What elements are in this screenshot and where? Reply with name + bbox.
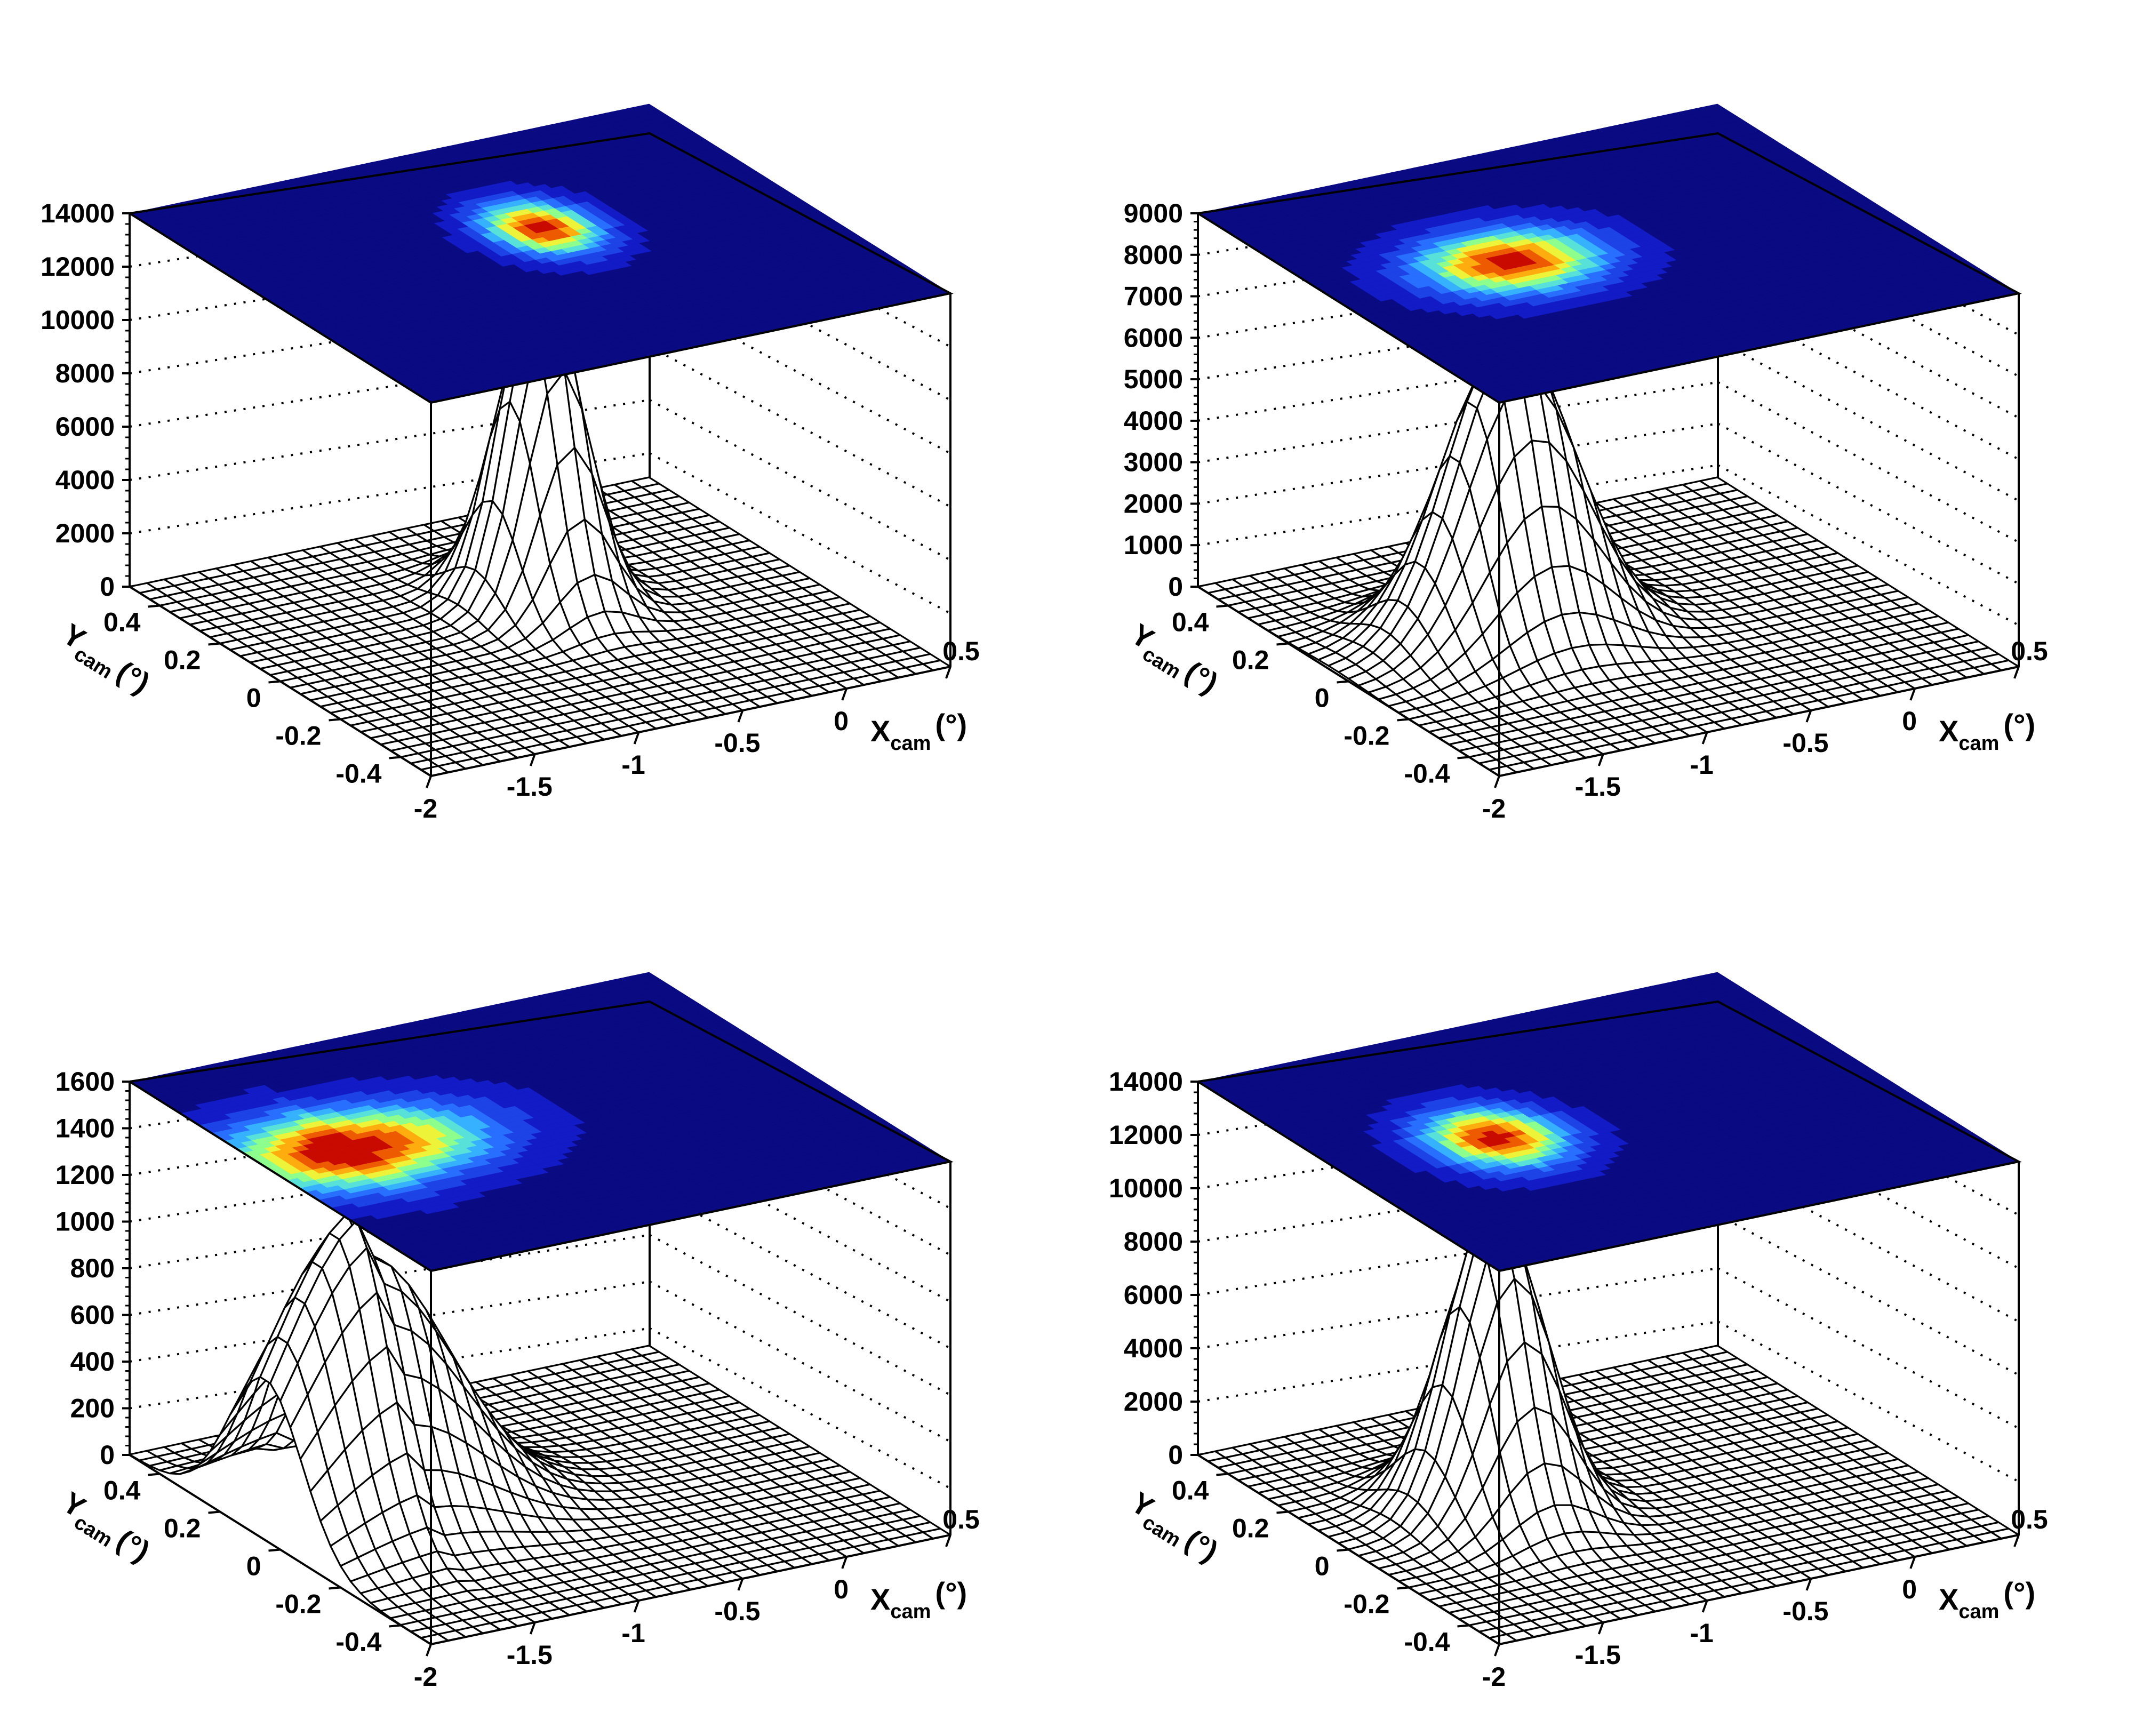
z-gridline xyxy=(649,346,951,508)
y-tick-label: 0.4 xyxy=(103,607,141,637)
z-gridline xyxy=(129,399,650,481)
z-tick-label: 5000 xyxy=(1124,364,1183,394)
z-tick-label: 8000 xyxy=(55,358,115,388)
x-tick-mark xyxy=(737,710,744,723)
x-tick-label: -0.5 xyxy=(714,728,760,758)
y-tick-mark xyxy=(268,680,281,684)
y-tick-mark xyxy=(389,756,401,759)
z-tick-label: 9000 xyxy=(1124,198,1183,228)
z-tick-label: 2000 xyxy=(55,518,115,548)
z-tick-label: 4000 xyxy=(1124,406,1183,436)
z-tick-label: 14000 xyxy=(41,198,115,228)
z-tick-label: 12000 xyxy=(41,252,115,282)
z-gridline xyxy=(1197,339,1718,422)
z-tick-label: 1000 xyxy=(1124,530,1183,560)
surface-mesh xyxy=(1197,337,2020,777)
x-axis-line xyxy=(1499,666,2019,777)
top-plane-outline xyxy=(126,132,954,404)
x-tick-label: 0.5 xyxy=(942,636,980,666)
z-tick-labels: 0 2000 4000 6000 8000 10000 12000 14000 xyxy=(41,198,115,602)
z-gridline xyxy=(129,452,650,534)
z-tick-label: 4000 xyxy=(55,465,115,495)
x-tick-label: 0 xyxy=(834,706,849,736)
z-tick-label: 0 xyxy=(100,572,115,602)
y-tick-mark xyxy=(208,642,220,646)
x-axis-title: Xcam(°) xyxy=(870,708,967,755)
x-tick-label: -1 xyxy=(621,750,645,780)
y-tick-label: 0.2 xyxy=(164,645,201,675)
x-axis-line xyxy=(430,666,951,777)
y-tick-mark xyxy=(329,718,341,722)
z-tick-label: 6000 xyxy=(55,412,115,442)
y-tick-mark xyxy=(148,604,160,608)
surface-plot-panel-2: 0100020003000400050006000700080009000-2-… xyxy=(1124,103,2048,823)
z-gridline xyxy=(1197,298,1718,381)
x-tick-mark xyxy=(426,775,432,788)
y-tick-label: 0 xyxy=(246,683,261,713)
z-gridline xyxy=(1197,257,1718,339)
x-tick-label: -1.5 xyxy=(507,772,553,802)
x-axis-title-unit: (°) xyxy=(935,708,967,741)
x-tick-mark xyxy=(633,732,640,745)
top-color-map xyxy=(1195,103,2022,404)
z-tick-label: 7000 xyxy=(1124,282,1183,311)
z-tick-label: 6000 xyxy=(1124,323,1183,353)
surface-plot-panel-1: 0 2000 4000 6000 8000 10000 12000 14000 -2 -1.5 -1… xyxy=(41,103,980,823)
x-tick-mark xyxy=(945,666,951,679)
z-tick-label: 8000 xyxy=(1124,240,1183,270)
z-tick-labels: 0 1000 2000 3000 4000 5000 6000 7000 8000 9000 xyxy=(1124,198,1183,602)
y-tick-label: -0.2 xyxy=(275,721,321,751)
x-axis-title-main: X xyxy=(870,714,890,748)
x-tick-mark xyxy=(529,754,536,766)
z-gridline xyxy=(129,239,650,321)
z-tick-label: 10000 xyxy=(41,305,115,335)
z-tick-label: 3000 xyxy=(1124,447,1183,477)
x-tick-label: -2 xyxy=(414,794,437,823)
top-color-map xyxy=(126,103,954,404)
x-axis-ticks: -2 -1.5 -1 -0.5 0 0.5 xyxy=(414,636,980,823)
x-tick-mark xyxy=(841,688,848,701)
z-tick-label: 2000 xyxy=(1124,489,1183,518)
z-gridline xyxy=(129,292,650,374)
surface-mesh xyxy=(129,281,951,777)
z-gridline xyxy=(1197,215,1718,298)
z-gridline xyxy=(1197,464,1718,547)
color-cell xyxy=(637,103,656,111)
x-axis-title-sub: cam xyxy=(890,732,931,755)
y-tick-label: -0.4 xyxy=(335,759,381,789)
z-gridline xyxy=(1197,422,1718,505)
z-gridline xyxy=(1197,381,1718,463)
z-tick-label: 0 xyxy=(1168,572,1183,602)
z-gridline xyxy=(1717,340,2019,502)
y-axis-ticks: -0.4 -0.2 0 0.2 0.4 xyxy=(103,604,401,789)
y-axis-title-unit: (°) xyxy=(111,654,156,700)
z-gridline xyxy=(129,346,650,428)
